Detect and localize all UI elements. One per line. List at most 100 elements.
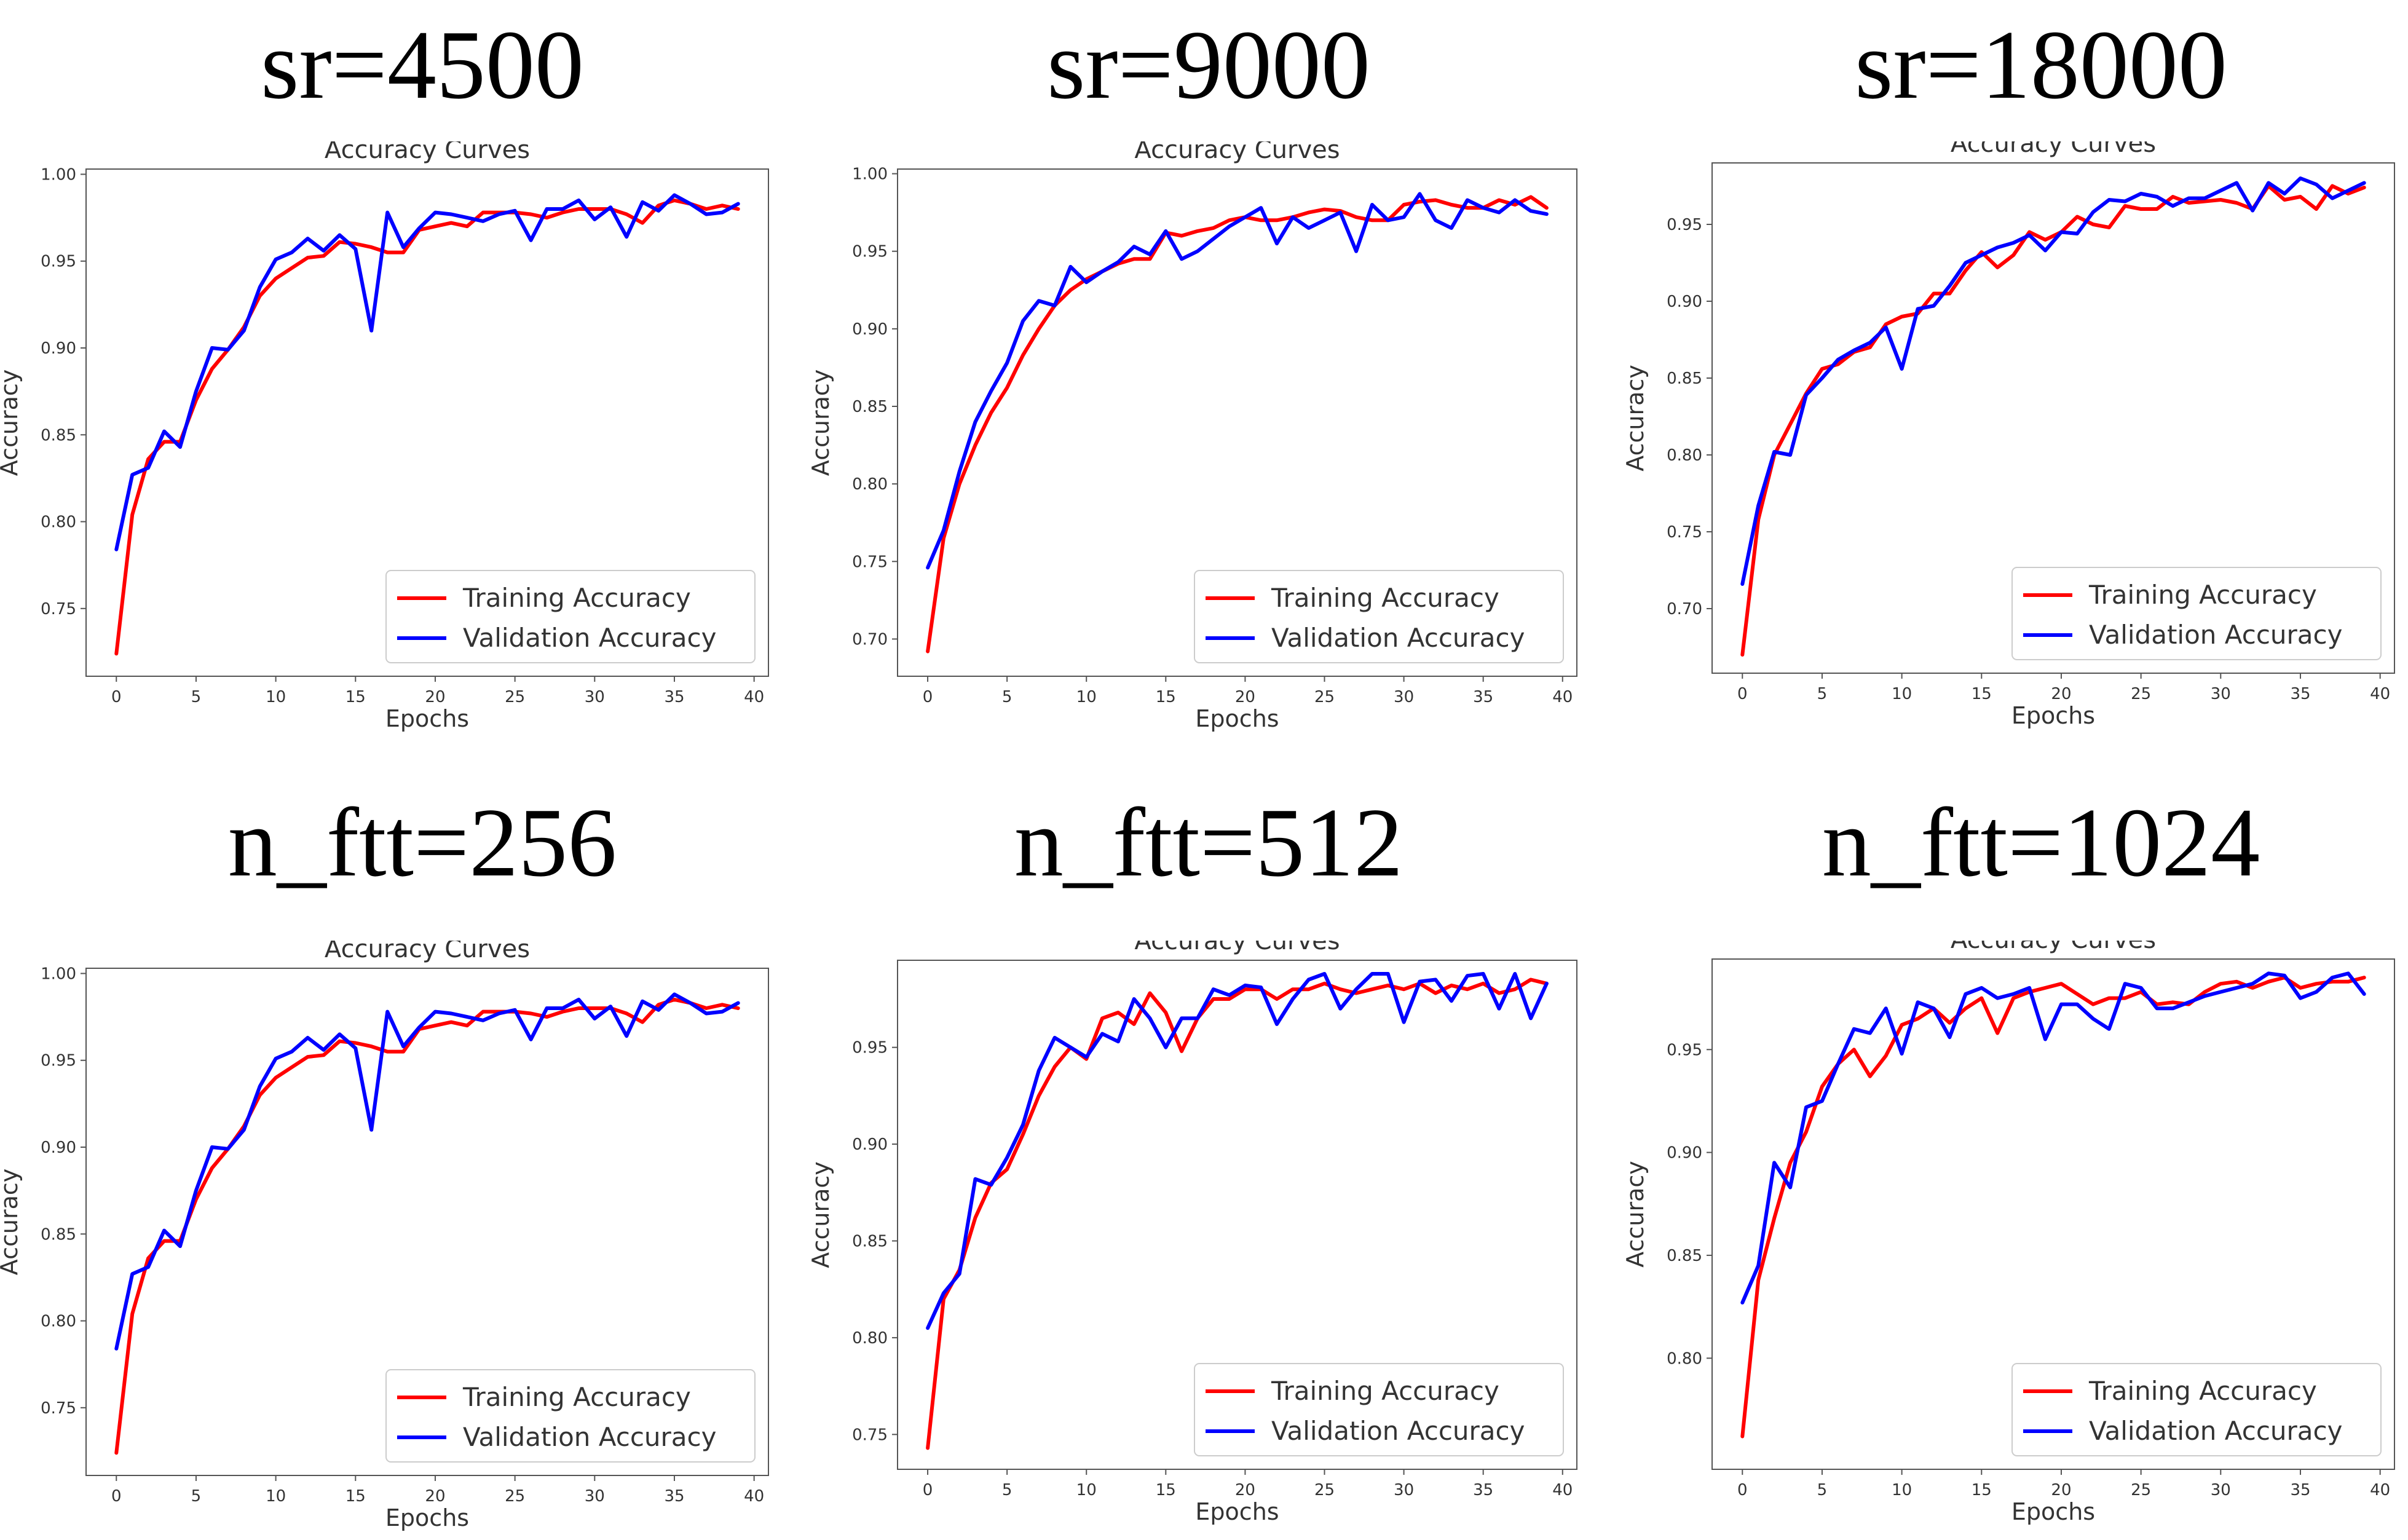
y-tick-label: 0.80 <box>41 513 76 532</box>
legend-label: Training Accuracy <box>1271 583 1499 613</box>
x-tick-label: 5 <box>1002 688 1013 706</box>
legend-label: Validation Accuracy <box>2089 620 2343 650</box>
y-tick-label: 0.90 <box>852 320 888 339</box>
x-tick-label: 15 <box>345 1487 366 1506</box>
y-tick-label: 1.00 <box>852 165 888 184</box>
chart-title: Accuracy Curves <box>1951 141 2156 158</box>
x-tick-label: 25 <box>1314 688 1335 706</box>
y-tick-label: 0.90 <box>41 1139 76 1157</box>
legend-label: Validation Accuracy <box>2089 1416 2343 1446</box>
y-tick-label: 0.70 <box>1667 600 1702 618</box>
y-tick-label: 0.80 <box>852 1329 888 1348</box>
x-tick-label: 35 <box>1473 1481 1493 1499</box>
x-tick-label: 30 <box>2211 685 2231 703</box>
x-tick-label: 30 <box>1394 1481 1414 1499</box>
x-tick-label: 0 <box>111 1487 122 1506</box>
validation-accuracy-line <box>114 992 740 1351</box>
x-tick-label: 0 <box>1737 685 1748 703</box>
x-tick-label: 10 <box>1892 1481 1912 1499</box>
y-tick-label: 0.80 <box>852 475 888 494</box>
y-tick-label: 0.90 <box>852 1135 888 1154</box>
x-tick-label: 10 <box>266 1487 286 1506</box>
y-tick-label: 0.95 <box>1667 216 1702 234</box>
chart-title: Accuracy Curves <box>325 941 530 963</box>
x-tick-label: 35 <box>2290 1481 2310 1499</box>
chart-title: Accuracy Curves <box>1951 941 2156 954</box>
y-tick-label: 0.75 <box>1667 523 1702 542</box>
y-tick-label: 0.80 <box>1667 1349 1702 1368</box>
legend-label: Validation Accuracy <box>1271 623 1525 653</box>
x-tick-label: 20 <box>1235 1481 1255 1499</box>
legend-label: Training Accuracy <box>462 1382 691 1412</box>
x-tick-label: 30 <box>585 1487 605 1506</box>
plot-frame <box>1711 162 2395 674</box>
y-axis-label: Accuracy <box>807 369 834 476</box>
training-accuracy-line <box>1740 976 2366 1439</box>
y-tick-label: 0.80 <box>1667 446 1702 465</box>
x-tick-label: 10 <box>1076 688 1097 706</box>
x-tick-label: 20 <box>425 688 445 706</box>
plot-frame <box>1711 958 2395 1470</box>
chart-title: Accuracy Curves <box>1134 941 1340 955</box>
plot-frame <box>85 168 769 677</box>
y-tick-label: 0.95 <box>852 1039 888 1057</box>
legend-box <box>385 570 756 663</box>
accuracy-chart: Accuracy Curves 0 5 10 15 20 25 30 35 40 0.70 0.75 0… <box>807 141 1577 732</box>
panel-title: n_ftt=512 <box>1014 788 1403 897</box>
x-tick-label: 35 <box>1473 688 1493 706</box>
x-tick-label: 5 <box>1817 1481 1828 1499</box>
x-tick-label: 25 <box>2131 1481 2151 1499</box>
x-tick-label: 5 <box>191 688 202 706</box>
x-tick-label: 35 <box>664 1487 684 1506</box>
x-tick-label: 15 <box>1972 685 1992 703</box>
x-tick-label: 20 <box>2051 1481 2071 1499</box>
x-tick-label: 30 <box>1394 688 1414 706</box>
x-axis-label: Epochs <box>1195 705 1279 732</box>
plot-frame <box>85 968 769 1476</box>
validation-accuracy-line <box>114 193 740 551</box>
y-tick-label: 0.95 <box>1667 1041 1702 1059</box>
x-tick-label: 40 <box>1552 1481 1573 1499</box>
y-tick-label: 0.70 <box>852 630 888 649</box>
y-axis-label: Accuracy <box>1622 1161 1649 1268</box>
x-tick-label: 5 <box>1817 685 1828 703</box>
legend-label: Training Accuracy <box>2088 1376 2317 1406</box>
x-tick-label: 20 <box>2051 685 2071 703</box>
legend-box <box>385 1369 756 1463</box>
x-tick-label: 25 <box>1314 1481 1335 1499</box>
legend-label: Training Accuracy <box>1271 1376 1499 1406</box>
y-tick-label: 1.00 <box>41 965 76 983</box>
x-tick-label: 0 <box>923 688 933 706</box>
panel-title: n_ftt=1024 <box>1822 788 2260 897</box>
y-tick-label: 0.85 <box>1667 1247 1702 1265</box>
legend-label: Training Accuracy <box>2088 580 2317 610</box>
legend-box <box>1194 570 1564 663</box>
x-tick-label: 15 <box>1972 1481 1992 1499</box>
y-tick-label: 0.85 <box>41 426 76 444</box>
y-tick-label: 0.85 <box>852 398 888 416</box>
x-tick-label: 15 <box>1156 688 1176 706</box>
legend-label: Validation Accuracy <box>463 1422 717 1452</box>
chart-title: Accuracy Curves <box>1134 141 1340 164</box>
x-tick-label: 20 <box>425 1487 445 1506</box>
legend-box <box>2011 567 2382 660</box>
x-axis-label: Epochs <box>2011 1498 2095 1525</box>
y-axis-label: Accuracy <box>0 369 23 476</box>
y-tick-label: 0.90 <box>1667 1144 1702 1163</box>
x-tick-label: 30 <box>585 688 605 706</box>
plot-frame <box>897 168 1577 677</box>
plot-frame <box>897 960 1577 1470</box>
panel-title: n_ftt=256 <box>227 788 617 897</box>
legend-label: Validation Accuracy <box>463 623 717 653</box>
y-tick-label: 0.75 <box>852 1426 888 1444</box>
x-tick-label: 15 <box>345 688 366 706</box>
x-tick-label: 40 <box>1552 688 1573 706</box>
y-tick-label: 1.00 <box>41 165 76 184</box>
y-tick-label: 0.75 <box>41 600 76 618</box>
validation-accuracy-line <box>926 192 1549 570</box>
x-tick-label: 25 <box>505 1487 525 1506</box>
x-tick-label: 10 <box>1892 685 1912 703</box>
y-tick-label: 0.75 <box>852 553 888 571</box>
accuracy-chart: Accuracy Curves 0 5 10 15 20 25 30 35 40 0.70 0.75 0… <box>1622 141 2395 729</box>
